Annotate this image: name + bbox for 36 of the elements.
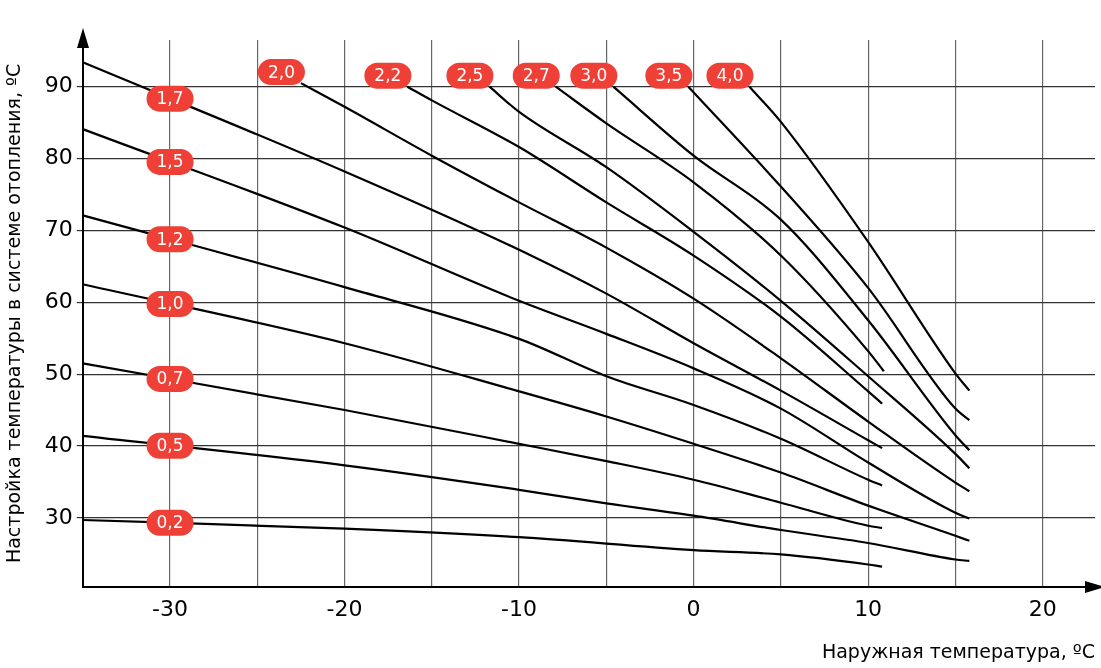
series-label: 3,0 — [580, 65, 608, 86]
y-tick-label: 50 — [44, 359, 73, 385]
y-tick-label: 90 — [44, 72, 73, 98]
series-label: 0,7 — [156, 368, 184, 389]
y-axis-title: Настройка температуры в системе отопления, ºC — [2, 63, 25, 564]
series-label: 0,5 — [156, 435, 184, 456]
x-axis-title: Наружная температура, ºC — [821, 639, 1095, 662]
line-series — [488, 85, 971, 470]
y-tick-label: 80 — [44, 144, 73, 170]
series-label: 1,2 — [156, 228, 184, 249]
series-label: 0,2 — [156, 512, 184, 533]
series-label: 1,5 — [156, 151, 184, 172]
series-label: 1,0 — [156, 293, 184, 314]
series-label: 2,7 — [522, 65, 550, 86]
series-label: 1,7 — [156, 88, 184, 109]
x-tick-label: 20 — [1028, 595, 1057, 621]
line-series — [687, 85, 971, 422]
series-label: 2,2 — [374, 65, 402, 86]
line-series — [748, 85, 971, 392]
x-tick-label: -30 — [152, 595, 189, 621]
y-tick-label: 40 — [44, 431, 73, 457]
x-tick-label: -20 — [326, 595, 363, 621]
line-series — [554, 85, 885, 373]
series-label: 2,5 — [456, 65, 484, 86]
series-label: 3,5 — [655, 65, 683, 86]
x-tick-label: 10 — [854, 595, 883, 621]
y-tick-label: 60 — [44, 287, 73, 313]
series-label: 2,0 — [267, 61, 295, 82]
line-series — [299, 82, 971, 493]
x-tick-label: -10 — [501, 595, 538, 621]
y-tick-label: 30 — [44, 503, 73, 529]
line-series — [406, 85, 884, 405]
line-series — [612, 85, 971, 452]
x-tick-label: 0 — [686, 595, 701, 621]
y-tick-label: 70 — [44, 216, 73, 242]
series-label: 4,0 — [716, 65, 744, 86]
